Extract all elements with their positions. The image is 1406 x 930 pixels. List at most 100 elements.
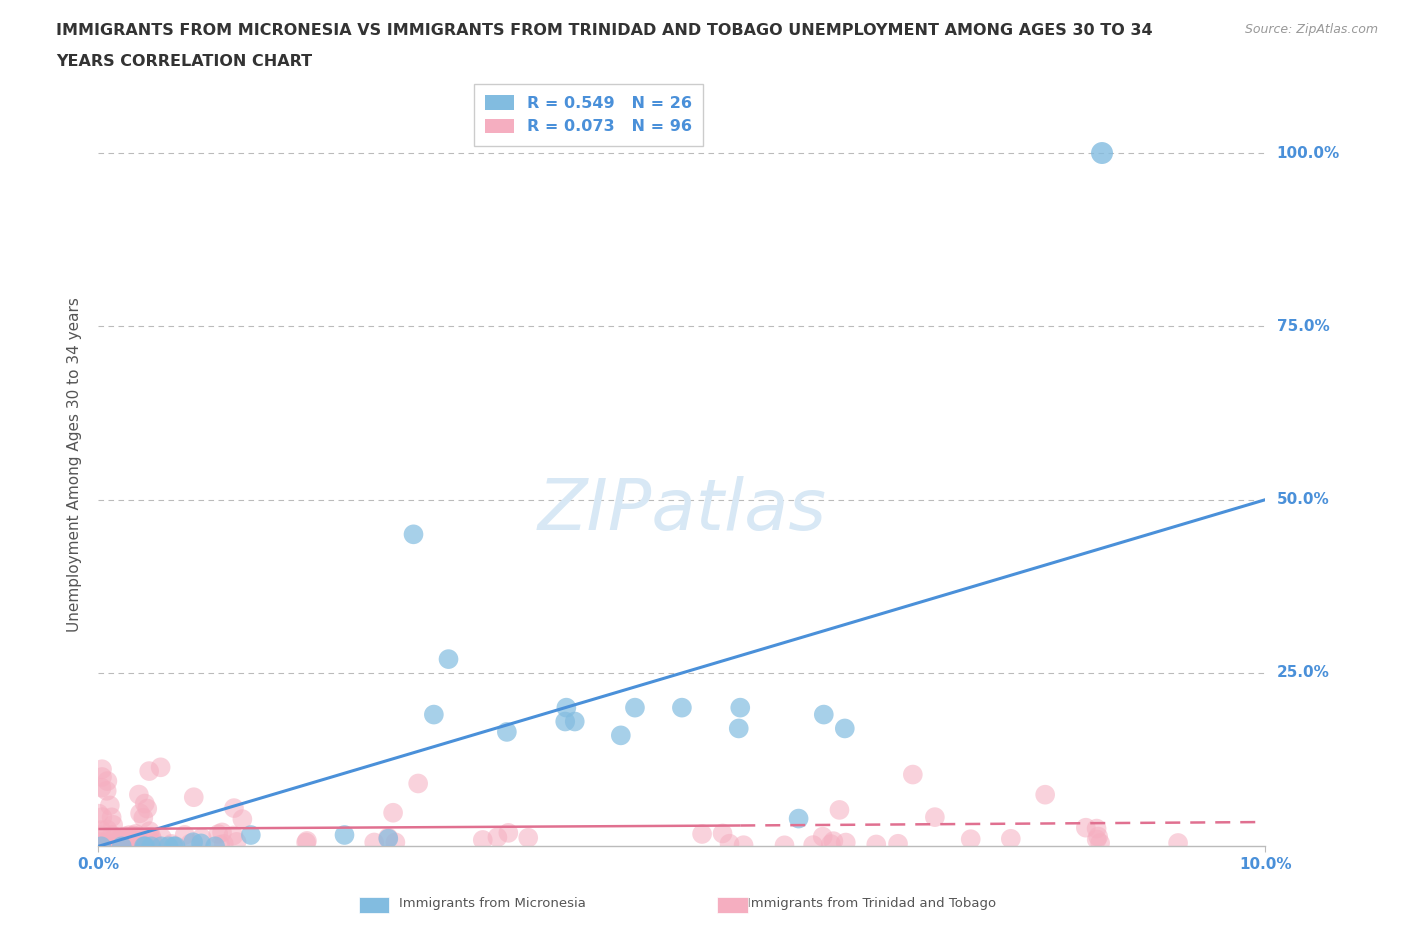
Point xyxy=(136,801,159,816)
Point xyxy=(811,830,834,844)
Point xyxy=(437,652,460,667)
Point xyxy=(834,721,856,736)
Point xyxy=(90,780,112,795)
Point xyxy=(96,783,118,798)
Point xyxy=(160,836,183,851)
Point xyxy=(1000,831,1022,846)
Text: Immigrants from Micronesia: Immigrants from Micronesia xyxy=(399,897,585,910)
Point xyxy=(1167,835,1189,850)
Point xyxy=(498,826,520,841)
Point xyxy=(1033,788,1056,803)
Point xyxy=(222,801,245,816)
Point xyxy=(690,827,713,842)
Point xyxy=(110,838,132,853)
Point xyxy=(114,829,136,844)
Point xyxy=(295,835,318,850)
Point xyxy=(295,833,318,848)
Point xyxy=(1085,821,1108,836)
Point xyxy=(209,837,232,852)
Point xyxy=(901,767,924,782)
Point xyxy=(924,810,946,825)
Text: 100.0%: 100.0% xyxy=(1277,145,1340,161)
Point xyxy=(134,839,156,854)
Point xyxy=(127,829,149,844)
Point xyxy=(406,776,429,790)
Point xyxy=(471,832,494,847)
Point xyxy=(149,760,172,775)
Text: 75.0%: 75.0% xyxy=(1277,319,1329,334)
Point xyxy=(181,835,204,850)
Point xyxy=(787,811,810,826)
Point xyxy=(96,835,118,850)
Point xyxy=(835,835,858,850)
Point xyxy=(90,823,112,838)
Point xyxy=(134,796,156,811)
Point xyxy=(122,836,145,851)
Point xyxy=(118,830,141,844)
Point xyxy=(100,810,122,825)
Point xyxy=(103,831,125,846)
Point xyxy=(610,728,633,743)
Point xyxy=(728,700,751,715)
Point xyxy=(143,837,166,852)
Point xyxy=(141,839,163,854)
Point xyxy=(183,790,205,804)
Point xyxy=(132,839,155,854)
Point xyxy=(377,831,399,846)
Point xyxy=(128,838,150,853)
Text: ZIPatlas: ZIPatlas xyxy=(537,476,827,545)
Point xyxy=(828,803,851,817)
Point xyxy=(87,806,110,821)
Point xyxy=(820,837,842,852)
Point xyxy=(173,828,195,843)
Point xyxy=(865,837,887,852)
Point xyxy=(801,838,824,853)
Point xyxy=(150,830,173,845)
Point xyxy=(108,830,131,845)
Point xyxy=(225,834,247,849)
Point xyxy=(733,838,755,853)
Point xyxy=(624,700,647,715)
Point xyxy=(118,828,141,843)
Y-axis label: Unemployment Among Ages 30 to 34 years: Unemployment Among Ages 30 to 34 years xyxy=(67,298,83,632)
Text: Source: ZipAtlas.com: Source: ZipAtlas.com xyxy=(1244,23,1378,36)
Point xyxy=(231,812,253,827)
Point xyxy=(96,822,118,837)
Point xyxy=(132,810,155,825)
Point xyxy=(138,764,160,778)
Text: 25.0%: 25.0% xyxy=(1277,666,1330,681)
Point xyxy=(112,838,135,853)
Point xyxy=(101,817,124,832)
Point xyxy=(150,839,173,854)
Point xyxy=(129,806,152,821)
Point xyxy=(108,833,131,848)
Point xyxy=(363,835,385,850)
Point xyxy=(887,836,910,851)
Point xyxy=(111,830,134,845)
Point xyxy=(813,707,835,722)
Point xyxy=(1085,832,1108,847)
Point xyxy=(91,810,114,825)
Point xyxy=(239,828,262,843)
Point xyxy=(212,836,235,851)
Text: Immigrants from Trinidad and Tobago: Immigrants from Trinidad and Tobago xyxy=(747,897,997,910)
Point xyxy=(211,825,233,840)
Point xyxy=(423,707,446,722)
Point xyxy=(98,798,121,813)
Point xyxy=(1074,820,1097,835)
Point xyxy=(382,805,405,820)
Point xyxy=(105,836,128,851)
Point xyxy=(122,828,145,843)
Point xyxy=(91,762,114,777)
Point xyxy=(127,833,149,848)
Point xyxy=(555,700,578,715)
Point xyxy=(823,833,845,848)
Point xyxy=(204,839,226,854)
Point xyxy=(517,830,540,845)
Point xyxy=(1091,146,1114,161)
Legend: R = 0.549   N = 26, R = 0.073   N = 96: R = 0.549 N = 26, R = 0.073 N = 96 xyxy=(474,84,703,146)
Point xyxy=(90,828,112,843)
Point xyxy=(727,721,749,736)
Point xyxy=(157,839,180,854)
Point xyxy=(128,787,150,802)
